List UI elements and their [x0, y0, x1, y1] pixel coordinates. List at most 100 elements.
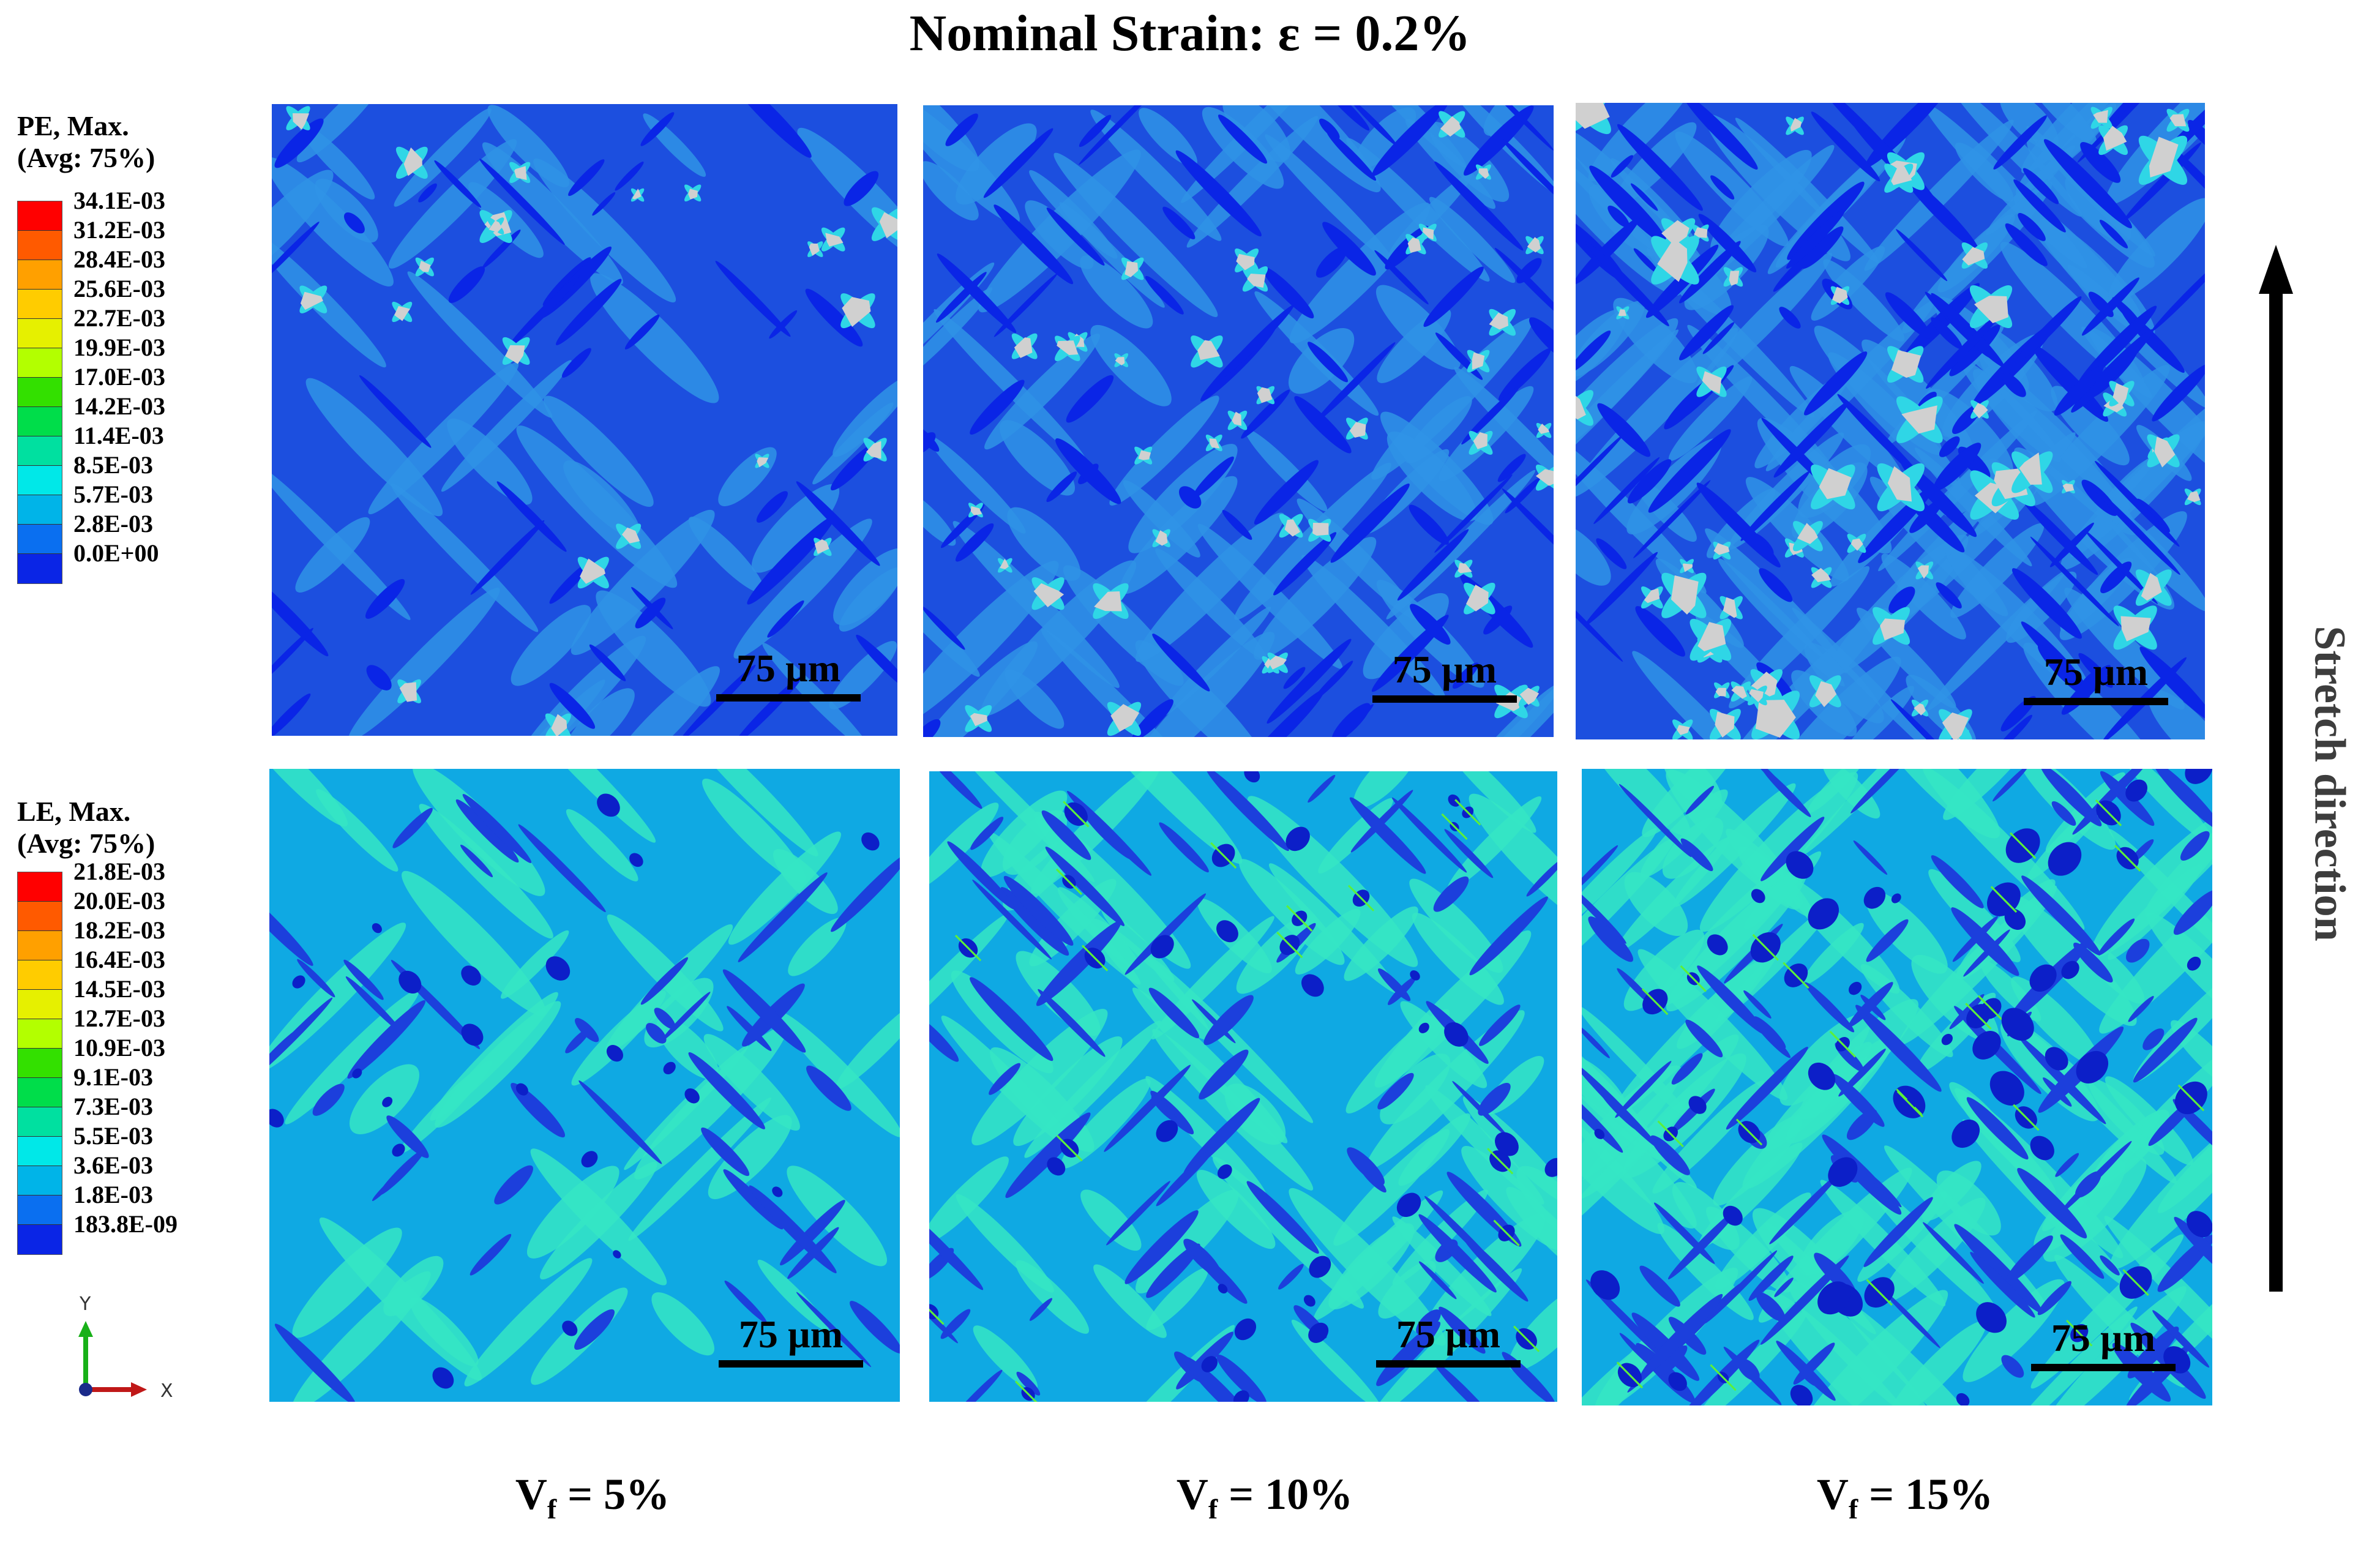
contour-field — [272, 104, 897, 736]
scale-bar-line — [716, 694, 861, 702]
scale-bar-line — [2031, 1364, 2176, 1371]
legend_le-tick-label: 12.7E-03 — [73, 1005, 165, 1032]
legend_le-colorbar-segment — [18, 1225, 62, 1254]
scale-bar: 75 µm — [2031, 1319, 2176, 1371]
column-label-vf5: Vf = 5% — [515, 1470, 670, 1525]
legend_pe-tick-label: 28.4E-03 — [73, 245, 165, 273]
legend_le-colorbar-segment — [18, 960, 62, 990]
legend_pe-tick-label: 31.2E-03 — [73, 216, 165, 244]
contour-field — [1576, 103, 2205, 739]
legend_le-colorbar-segment — [18, 872, 62, 902]
legend_le-tick-label: 7.3E-03 — [73, 1093, 153, 1120]
contour-field — [269, 769, 900, 1402]
legend_pe-tick-label: 34.1E-03 — [73, 187, 165, 214]
legend_le-colorbar-segment — [18, 990, 62, 1019]
legend_le-tick-label: 5.5E-03 — [73, 1122, 153, 1150]
legend_pe-tick-label: 19.9E-03 — [73, 334, 165, 361]
legend_le-colorbar-segment — [18, 1019, 62, 1049]
legend_pe-colorbar-segment — [18, 231, 62, 260]
stretch-arrow — [2259, 245, 2293, 1292]
contour-panel-le-vf5: 75 µm — [269, 769, 900, 1402]
legend_le-tick-label: 3.6E-03 — [73, 1151, 153, 1179]
legend_le-tick-label: 9.1E-03 — [73, 1063, 153, 1091]
scale-bar-label: 75 µm — [2043, 650, 2149, 694]
le-colorbar — [17, 872, 62, 1255]
pe-legend-title: PE, Max. — [17, 110, 129, 141]
scale-bar: 75 µm — [716, 649, 861, 702]
legend_le-tick-label: 14.5E-03 — [73, 975, 165, 1003]
scale-bar-label: 75 µm — [1396, 1312, 1501, 1356]
legend_le-colorbar-segment — [18, 1196, 62, 1225]
legend_le-tick-label: 1.8E-03 — [73, 1181, 153, 1208]
legend_pe-tick-label: 22.7E-03 — [73, 304, 165, 332]
legend_le-colorbar-segment — [18, 902, 62, 931]
scale-bar-line — [719, 1360, 863, 1368]
le-legend-title: LE, Max. — [17, 796, 131, 827]
legend_pe-colorbar-segment — [18, 378, 62, 407]
legend_le-tick-label: 21.8E-03 — [73, 858, 165, 885]
legend_pe-tick-label: 5.7E-03 — [73, 481, 153, 508]
legend_pe-colorbar-segment — [18, 525, 62, 554]
scale-bar-line — [2024, 698, 2168, 705]
le-legend: LE, Max. (Avg: 75%) 21.8E-03 20.0E-03 18.2… — [17, 796, 262, 1255]
legend_pe-tick-label: 17.0E-03 — [73, 363, 165, 391]
scale-bar-label: 75 µm — [1392, 648, 1497, 691]
pe-colorbar — [17, 201, 62, 584]
legend_pe-colorbar-segment — [18, 407, 62, 436]
contour-field — [929, 771, 1557, 1402]
legend_le-colorbar-segment — [18, 1049, 62, 1078]
scale-bar-line — [1376, 1360, 1521, 1368]
legend_le-colorbar-segment — [18, 1166, 62, 1196]
legend_le-tick-label: 183.8E-09 — [73, 1210, 178, 1238]
legend_pe-colorbar-segment — [18, 436, 62, 466]
column-label-vf15: Vf = 15% — [1816, 1470, 1994, 1525]
scale-bar-line — [1372, 695, 1517, 703]
scale-bar: 75 µm — [2024, 653, 2168, 705]
contour-panel-pe-vf5: 75 µm — [272, 104, 897, 736]
y-axis-label: Y — [79, 1293, 91, 1315]
legend_le-colorbar-segment — [18, 931, 62, 960]
column-label-vf10: Vf = 10% — [1176, 1470, 1353, 1525]
contour-panel-le-vf15: 75 µm — [1582, 769, 2212, 1405]
legend_pe-tick-label: 25.6E-03 — [73, 275, 165, 302]
figure-title: Nominal Strain: ε = 0.2% — [909, 5, 1471, 62]
scale-bar-label: 75 µm — [736, 646, 841, 690]
legend_le-tick-label: 10.9E-03 — [73, 1034, 165, 1061]
scale-bar: 75 µm — [1372, 650, 1517, 703]
legend_pe-tick-label: 0.0E+00 — [73, 539, 159, 567]
le-legend-avg: (Avg: 75%) — [17, 828, 155, 859]
coordinate-triad: Y X — [78, 1293, 173, 1402]
legend_le-tick-label: 20.0E-03 — [73, 887, 165, 915]
legend_pe-colorbar-segment — [18, 495, 62, 525]
legend_pe-colorbar-segment — [18, 290, 62, 319]
scale-bar: 75 µm — [719, 1315, 863, 1368]
contour-panel-le-vf10: 75 µm — [929, 771, 1557, 1402]
scale-bar: 75 µm — [1376, 1315, 1521, 1368]
pe-legend: PE, Max. (Avg: 75%) 34.1E-03 31.2E-03 28.4… — [17, 110, 262, 584]
scale-bar-label: 75 µm — [2051, 1316, 2156, 1360]
legend_pe-colorbar-segment — [18, 260, 62, 290]
contour-field — [923, 105, 1554, 737]
legend_pe-tick-label: 14.2E-03 — [73, 392, 165, 420]
legend_pe-tick-label: 8.5E-03 — [73, 451, 153, 479]
legend_le-colorbar-segment — [18, 1078, 62, 1107]
contour-field — [1582, 769, 2212, 1405]
scale-bar-label: 75 µm — [738, 1312, 844, 1356]
legend_pe-colorbar-segment — [18, 201, 62, 231]
pe-legend-avg: (Avg: 75%) — [17, 142, 155, 173]
legend_pe-colorbar-segment — [18, 554, 62, 583]
legend_pe-colorbar-segment — [18, 348, 62, 378]
legend_le-colorbar-segment — [18, 1107, 62, 1137]
legend_pe-colorbar-segment — [18, 466, 62, 495]
legend_le-tick-label: 16.4E-03 — [73, 946, 165, 973]
contour-panel-pe-vf10: 75 µm — [923, 105, 1554, 737]
contour-panel-pe-vf15: 75 µm — [1576, 103, 2205, 739]
stretch-direction-label: Stretch direction — [2305, 626, 2355, 941]
legend_pe-tick-label: 11.4E-03 — [73, 422, 164, 449]
legend_pe-colorbar-segment — [18, 319, 62, 348]
legend_le-tick-label: 18.2E-03 — [73, 916, 165, 944]
legend_le-colorbar-segment — [18, 1137, 62, 1166]
legend_pe-tick-label: 2.8E-03 — [73, 510, 153, 537]
x-axis-label: X — [160, 1380, 173, 1402]
